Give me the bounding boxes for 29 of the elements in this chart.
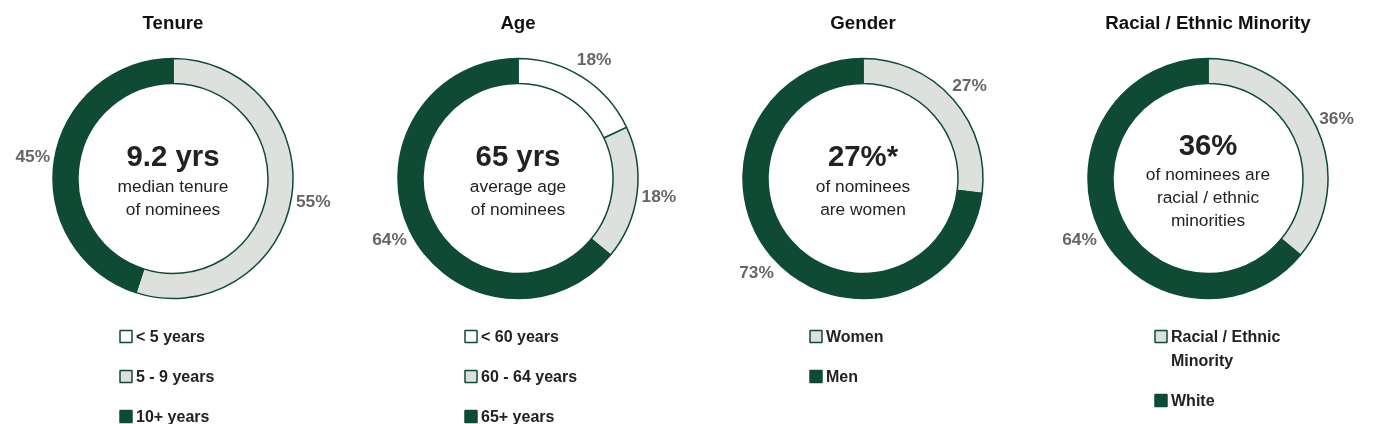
chart-title: Age [500,12,536,33]
legend-label: 5 - 9 years [136,368,215,385]
data-label: 18% [641,186,677,207]
data-label: 18% [576,48,612,69]
text: 65 yrs [475,139,561,172]
data-label: 73% [739,262,774,283]
chart-title: Tenure [142,12,204,33]
legend-label: Racial / Ethnic Minority [1171,328,1281,369]
text: 9.2 yrs [126,139,220,172]
data-label: 36% [1319,108,1354,129]
chart-title: Gender [830,12,896,33]
legend-label: Women [826,328,884,345]
data-label: 55% [295,190,331,211]
text: of nominees are racial / ethnic minorities [1145,164,1271,230]
text: of nominees are women [815,175,911,219]
legend-label: 60 - 64 years [481,368,578,385]
slice-label: Racial / Ethnic Minority [1105,12,1312,33]
text: 36% [1178,127,1238,161]
data-label: 64% [1062,228,1097,249]
legend-label: Men [826,368,858,385]
legend-label: White [1171,392,1215,409]
data-label: 64% [372,228,407,249]
data-label: 45% [15,146,51,167]
data-label: 27% [952,74,987,95]
text: average age of nominees [469,175,567,219]
text: 27%* [827,139,899,172]
legend-label: < 5 years [136,328,206,345]
legend-label: < 60 years [481,328,559,345]
text: median tenure of nominees [117,175,229,219]
